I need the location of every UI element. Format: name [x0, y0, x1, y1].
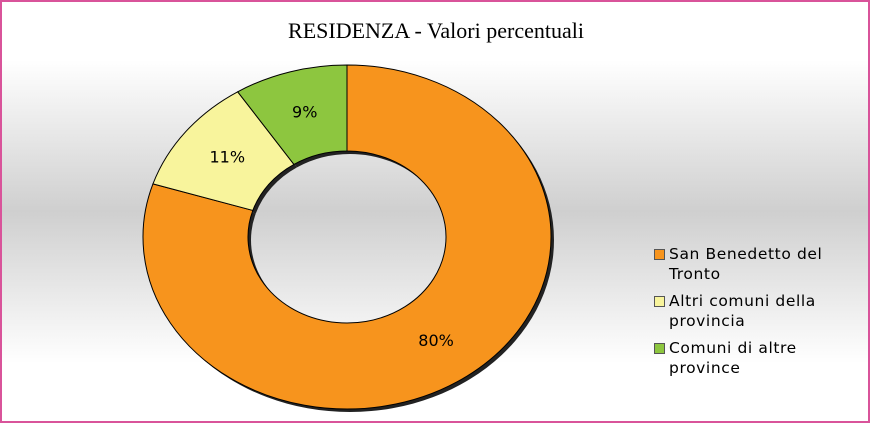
- legend-swatch: [654, 249, 665, 260]
- legend-item: Altri comuni della provincia: [654, 291, 864, 331]
- value-label: 9%: [292, 103, 317, 122]
- slice: [142, 64, 552, 410]
- legend-label: Altri comuni della provincia: [669, 292, 816, 330]
- legend-label: Comuni di altre province: [669, 339, 797, 377]
- value-label: 80%: [418, 331, 454, 350]
- legend-swatch: [654, 296, 665, 307]
- chart-title: RESIDENZA - Valori percentuali: [288, 18, 584, 43]
- legend: San Benedetto del Tronto Altri comuni del…: [654, 244, 864, 385]
- slice: [236, 64, 348, 166]
- legend-swatch: [654, 343, 665, 354]
- legend-label: San Benedetto del Tronto: [669, 245, 823, 283]
- legend-item: San Benedetto del Tronto: [654, 244, 864, 284]
- value-label: 11%: [210, 147, 246, 166]
- legend-item: Comuni di altre province: [654, 338, 864, 378]
